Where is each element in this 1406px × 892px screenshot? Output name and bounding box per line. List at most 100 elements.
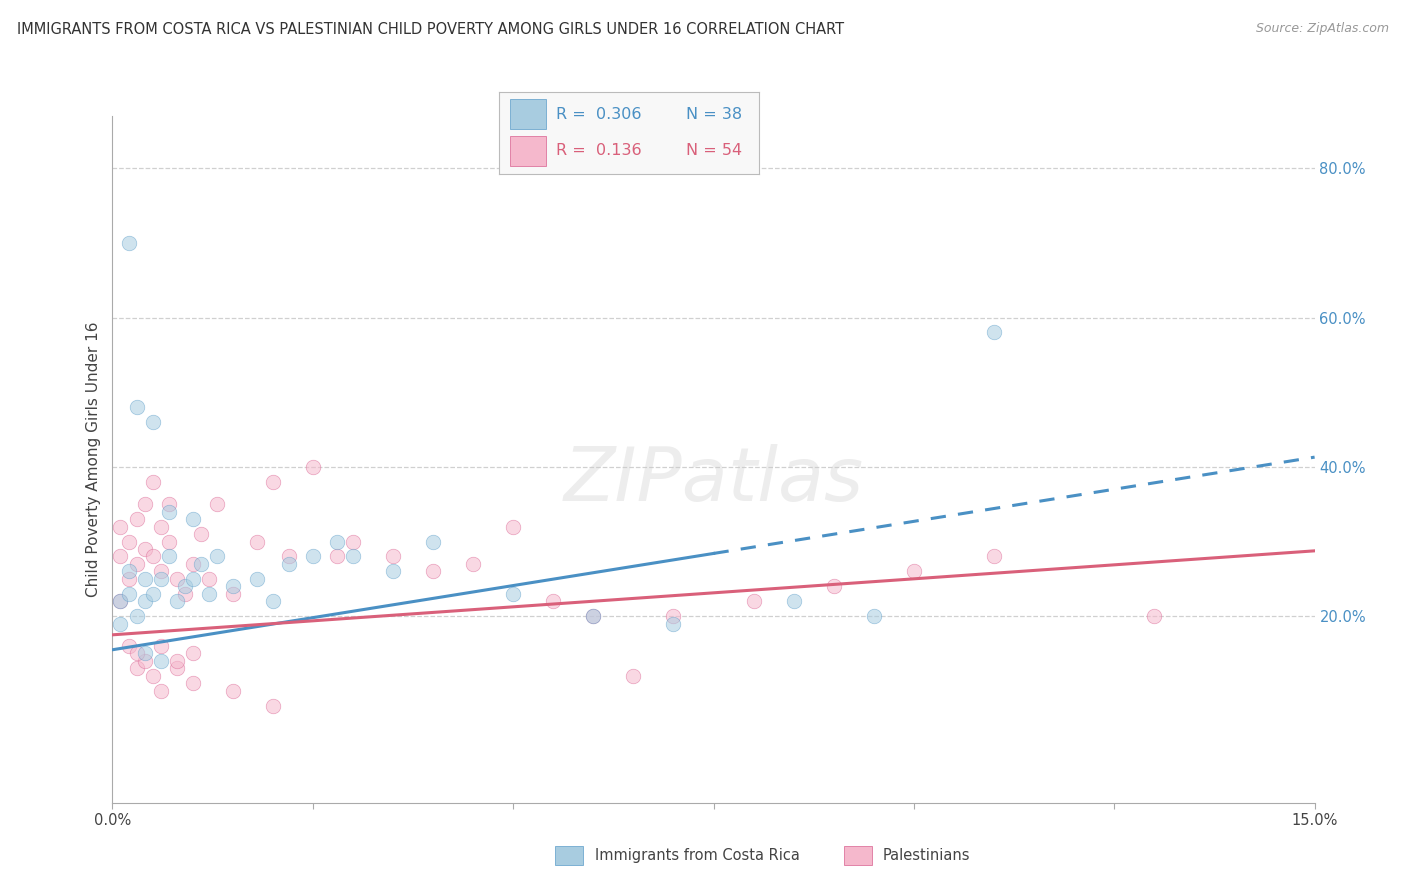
Point xyxy=(277,549,299,564)
Point xyxy=(205,497,228,511)
Point xyxy=(134,572,156,586)
Point xyxy=(125,512,148,526)
Point xyxy=(823,579,845,593)
Point xyxy=(117,572,139,586)
Point xyxy=(302,549,325,564)
Point xyxy=(141,415,163,429)
Point xyxy=(125,609,148,624)
Point xyxy=(342,534,364,549)
Point xyxy=(190,527,212,541)
Point xyxy=(110,616,132,631)
Point xyxy=(205,549,228,564)
Point xyxy=(149,572,172,586)
Point xyxy=(782,594,804,608)
Point xyxy=(662,616,685,631)
Point xyxy=(903,565,925,579)
Point xyxy=(134,594,156,608)
Point xyxy=(110,594,132,608)
Point xyxy=(222,683,245,698)
Text: N = 38: N = 38 xyxy=(686,106,742,121)
Point xyxy=(181,572,204,586)
Point xyxy=(141,587,163,601)
Point xyxy=(1143,609,1166,624)
Point xyxy=(125,400,148,414)
Point xyxy=(262,698,284,713)
Point xyxy=(863,609,886,624)
Point xyxy=(461,557,484,571)
Point xyxy=(621,669,644,683)
Point xyxy=(110,594,132,608)
Point xyxy=(181,512,204,526)
Point xyxy=(141,475,163,489)
Text: ZIPatlas: ZIPatlas xyxy=(564,444,863,516)
Point xyxy=(166,661,188,675)
Point xyxy=(149,519,172,533)
Text: Immigrants from Costa Rica: Immigrants from Costa Rica xyxy=(595,848,800,863)
Point xyxy=(246,534,269,549)
Point xyxy=(326,534,349,549)
Point xyxy=(262,594,284,608)
Point xyxy=(117,639,139,653)
Point xyxy=(662,609,685,624)
Point xyxy=(181,647,204,661)
Point xyxy=(166,572,188,586)
Point xyxy=(302,459,325,474)
Point xyxy=(422,534,444,549)
Bar xyxy=(509,99,546,128)
Point xyxy=(149,683,172,698)
Point xyxy=(222,587,245,601)
Point xyxy=(181,676,204,690)
Point xyxy=(134,647,156,661)
Point xyxy=(422,565,444,579)
Point xyxy=(582,609,605,624)
Point xyxy=(262,475,284,489)
Text: N = 54: N = 54 xyxy=(686,144,742,159)
Point xyxy=(125,557,148,571)
Point xyxy=(277,557,299,571)
Point xyxy=(582,609,605,624)
Point xyxy=(382,549,405,564)
Point xyxy=(149,639,172,653)
Point xyxy=(197,572,219,586)
Point xyxy=(117,235,139,250)
Y-axis label: Child Poverty Among Girls Under 16: Child Poverty Among Girls Under 16 xyxy=(86,322,101,597)
Point xyxy=(197,587,219,601)
Point xyxy=(190,557,212,571)
Point xyxy=(246,572,269,586)
Point xyxy=(983,549,1005,564)
Point xyxy=(543,594,565,608)
Point xyxy=(742,594,765,608)
Point xyxy=(134,654,156,668)
Text: IMMIGRANTS FROM COSTA RICA VS PALESTINIAN CHILD POVERTY AMONG GIRLS UNDER 16 COR: IMMIGRANTS FROM COSTA RICA VS PALESTINIA… xyxy=(17,22,844,37)
Point xyxy=(117,565,139,579)
Point xyxy=(117,587,139,601)
Point xyxy=(134,497,156,511)
Point xyxy=(157,505,180,519)
Point xyxy=(166,594,188,608)
Point xyxy=(181,557,204,571)
Bar xyxy=(509,136,546,166)
Point xyxy=(173,587,195,601)
Point xyxy=(502,519,524,533)
Point xyxy=(110,549,132,564)
Point xyxy=(382,565,405,579)
Text: Source: ZipAtlas.com: Source: ZipAtlas.com xyxy=(1256,22,1389,36)
Point xyxy=(166,654,188,668)
Point xyxy=(157,497,180,511)
Point xyxy=(326,549,349,564)
Point xyxy=(157,549,180,564)
Point xyxy=(157,534,180,549)
Point xyxy=(125,661,148,675)
Point xyxy=(141,669,163,683)
Point xyxy=(134,541,156,556)
Text: R =  0.136: R = 0.136 xyxy=(557,144,643,159)
Point xyxy=(125,647,148,661)
Point xyxy=(983,326,1005,340)
Point xyxy=(141,549,163,564)
Point xyxy=(149,565,172,579)
Point xyxy=(149,654,172,668)
Text: R =  0.306: R = 0.306 xyxy=(557,106,643,121)
Point xyxy=(222,579,245,593)
Point xyxy=(110,519,132,533)
Text: Palestinians: Palestinians xyxy=(883,848,970,863)
